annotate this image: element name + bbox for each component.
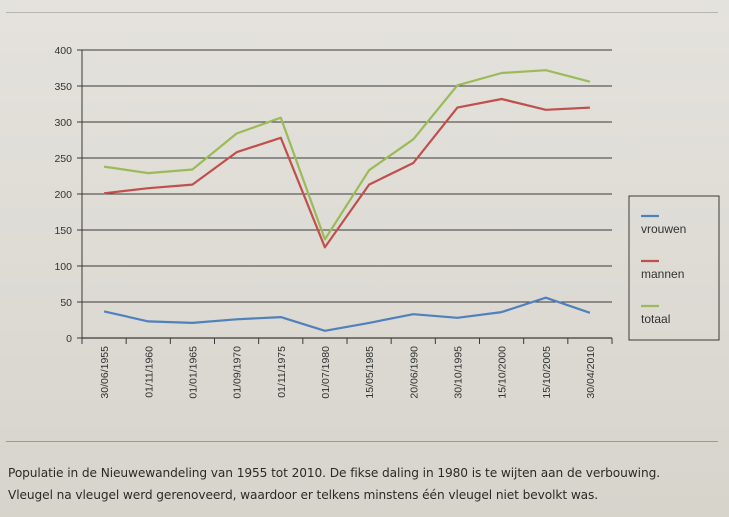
x-tick-label: 01/11/1975 [276, 346, 288, 398]
y-tick-label: 250 [54, 153, 72, 165]
y-tick-label: 0 [66, 333, 72, 345]
legend-label-totaal: totaal [641, 312, 670, 326]
y-tick-label: 150 [54, 225, 72, 237]
legend-box [628, 195, 720, 341]
x-tick-label: 15/05/1985 [364, 346, 376, 399]
y-tick-label: 50 [60, 297, 72, 309]
y-tick-label: 200 [54, 189, 72, 201]
legend-label-vrouwen: vrouwen [641, 222, 686, 236]
x-tick-label: 01/09/1970 [232, 346, 244, 399]
x-tick-label: 30/06/1955 [99, 346, 111, 399]
x-tick-label: 01/07/1980 [320, 346, 332, 399]
y-tick-label: 400 [54, 45, 72, 57]
gridlines [77, 49, 612, 339]
series-line-vrouwen [103, 296, 591, 332]
x-tick-label: 15/10/2005 [541, 346, 553, 399]
chart-frame [6, 12, 718, 442]
series-line-mannen [103, 97, 590, 249]
caption-line-2: Vleugel na vleugel werd gerenoveerd, waa… [8, 488, 599, 502]
x-tick-label: 01/01/1965 [187, 346, 199, 399]
series-line-totaal [103, 69, 591, 241]
y-tick-label: 300 [54, 117, 72, 129]
x-tick-label: 30/04/2010 [585, 346, 597, 399]
x-tick-label: 01/11/1960 [143, 346, 155, 398]
y-tick-label: 100 [54, 261, 72, 273]
legend-label-mannen: mannen [641, 267, 684, 281]
y-tick-label: 350 [54, 81, 72, 93]
x-tick-label: 15/10/2000 [497, 346, 509, 399]
x-tick-label: 20/06/1990 [408, 346, 420, 399]
x-tick-label: 30/10/1995 [452, 346, 464, 399]
caption-line-1: Populatie in de Nieuwewandeling van 1955… [8, 466, 660, 480]
line-chart: 0 50 100 150 200 250 300 350 400 30/06/1955 01/11/… [54, 45, 720, 399]
caption: Populatie in de Nieuwewandeling van 1955… [8, 462, 726, 506]
